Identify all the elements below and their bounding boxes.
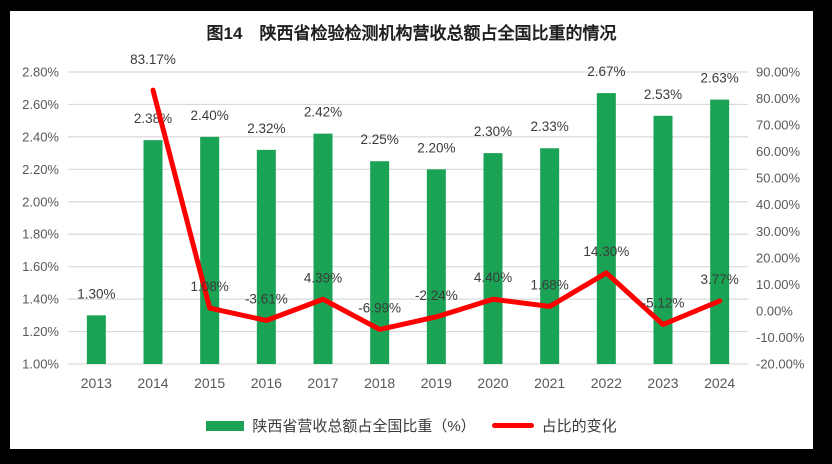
bar <box>256 149 276 364</box>
bar-label: 2.33% <box>531 119 569 134</box>
line-label: -3.61% <box>245 291 288 306</box>
right-axis-tick-label: 60.00% <box>756 144 801 159</box>
right-axis-tick-label: 40.00% <box>756 197 801 212</box>
line-label: -5.12% <box>642 296 685 311</box>
bar <box>540 148 560 364</box>
bar-label: 2.38% <box>134 111 172 126</box>
bar <box>710 99 730 365</box>
right-axis-tick-label: 80.00% <box>756 91 801 106</box>
x-axis-tick-label: 2021 <box>534 375 565 391</box>
bar <box>313 133 333 364</box>
legend-bar-swatch-icon <box>206 420 245 431</box>
x-axis-tick-label: 2019 <box>421 375 452 391</box>
bar <box>653 115 673 364</box>
right-axis-tick-label: 70.00% <box>756 118 801 133</box>
chart-svg: 2.80% 2.60% 2.40% 2.20% 2.00% 1.80% 1.60% 1.40%… <box>22 52 805 391</box>
x-axis-tick-label: 2024 <box>704 375 735 391</box>
line-label: 14.30% <box>583 244 629 259</box>
left-axis-tick-label: 2.00% <box>22 194 59 209</box>
bar-label: 2.32% <box>247 121 285 136</box>
bar <box>426 169 446 364</box>
left-axis-tick-label: 1.00% <box>22 357 59 372</box>
x-axis-tick-label: 2023 <box>647 375 678 391</box>
trend-line <box>150 87 723 332</box>
bar-label: 2.30% <box>474 124 512 139</box>
left-axis-tick-label: 2.20% <box>22 162 59 177</box>
right-axis-tick-label: 10.00% <box>756 277 801 292</box>
chart-title: 图14 陕西省检验检测机构营收总额占全国比重的情况 <box>206 24 617 43</box>
left-axis-tick-label: 2.40% <box>22 129 59 144</box>
bar <box>370 161 390 364</box>
left-axis-tick-label: 1.60% <box>22 259 59 274</box>
x-axis-tick-label: 2018 <box>364 375 395 391</box>
line-label: 4.39% <box>304 270 342 285</box>
line-label: 1.08% <box>191 279 229 294</box>
line-label: 83.17% <box>130 52 176 67</box>
line-label: 1.68% <box>531 277 569 292</box>
legend: 陕西省营收总额占全国比重（%） 占比的变化 <box>10 415 813 436</box>
right-axis-tick-label: 90.00% <box>756 65 801 80</box>
line-label: 4.40% <box>474 270 512 285</box>
legend-bar-label: 陕西省营收总额占全国比重（%） <box>252 418 476 435</box>
left-axis-tick-label: 1.80% <box>22 227 59 242</box>
line-label: 3.77% <box>701 272 739 287</box>
x-axis-tick-label: 2022 <box>591 375 622 391</box>
bar-label: 2.67% <box>587 64 625 79</box>
x-axis-tick-label: 2020 <box>477 375 508 391</box>
bar <box>596 93 616 364</box>
x-axis-tick-label: 2013 <box>81 375 112 391</box>
line-label: -2.24% <box>415 288 458 303</box>
left-axis-tick-label: 1.40% <box>22 292 59 307</box>
right-axis-tick-label: 30.00% <box>756 224 801 239</box>
bar <box>86 315 106 364</box>
right-axis-tick-label: -20.00% <box>756 357 805 372</box>
x-axis-tick-label: 2016 <box>251 375 282 391</box>
legend-line-swatch-icon <box>491 423 534 428</box>
bar-label: 2.25% <box>361 132 399 147</box>
bar-label: 2.40% <box>191 108 229 123</box>
right-axis-tick-label: 20.00% <box>756 250 801 265</box>
x-axis-tick-label: 2014 <box>137 375 168 391</box>
left-axis-tick-label: 2.60% <box>22 97 59 112</box>
left-axis-tick-label: 2.80% <box>22 65 59 80</box>
legend-line-label: 占比的变化 <box>541 418 617 435</box>
bar <box>143 140 163 364</box>
bar-label: 2.63% <box>701 71 739 86</box>
right-axis-tick-label: 0.00% <box>756 303 793 318</box>
x-axis-tick-label: 2017 <box>307 375 338 391</box>
x-axis-tick-label: 2015 <box>194 375 225 391</box>
left-axis-tick-label: 1.20% <box>22 324 59 339</box>
bar-label: 2.20% <box>417 140 455 155</box>
bar <box>483 153 503 364</box>
right-axis-tick-label: -10.00% <box>756 330 805 345</box>
bar-label: 2.42% <box>304 105 342 120</box>
chart-canvas: 图14 陕西省检验检测机构营收总额占全国比重的情况 2.80% 2.60% 2.40… <box>10 11 813 449</box>
bar-label: 1.30% <box>77 286 115 301</box>
bar <box>200 136 220 364</box>
bar-label: 2.53% <box>644 87 682 102</box>
line-label: -6.99% <box>358 300 401 315</box>
right-axis-tick-label: 50.00% <box>756 171 801 186</box>
